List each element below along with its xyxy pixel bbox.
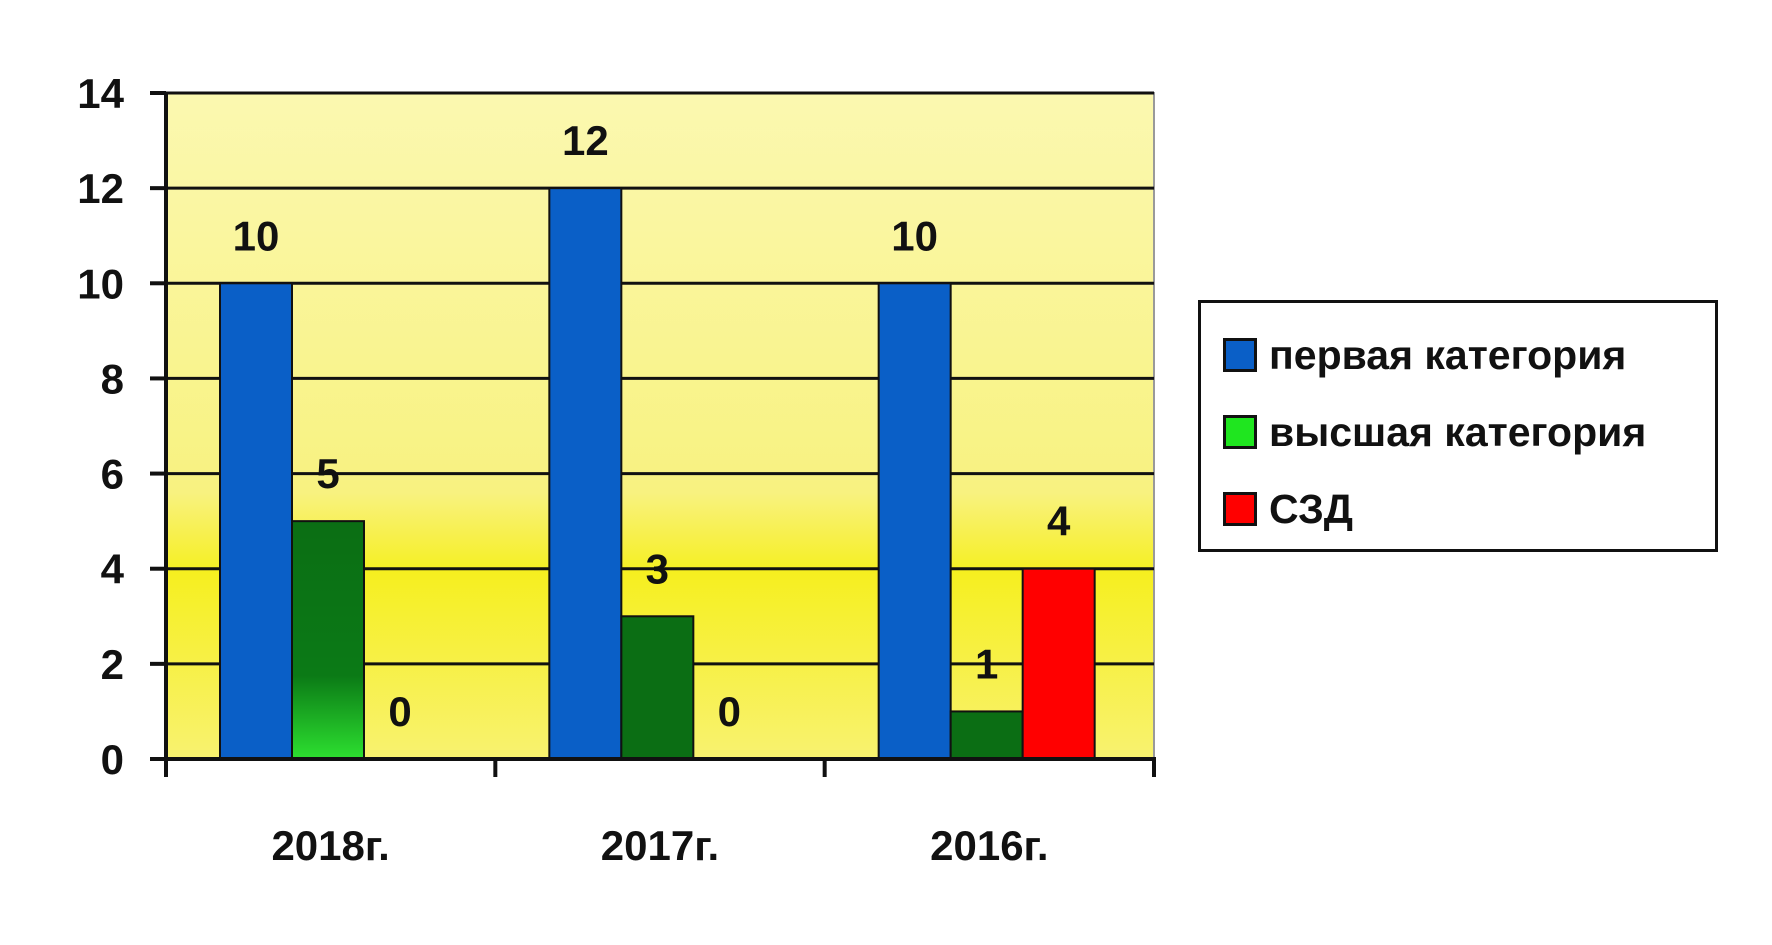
- bar-series-0-0: [219, 282, 293, 760]
- bar-series-0-1: [548, 187, 623, 760]
- legend-item-first-category: первая категория: [1223, 331, 1627, 378]
- data-label: 0: [718, 688, 741, 735]
- bar-series-1-0: [291, 520, 365, 761]
- data-label: 3: [646, 545, 669, 592]
- data-label: 0: [388, 688, 411, 735]
- bar-series-1-1: [620, 615, 695, 760]
- data-label: 10: [233, 212, 280, 259]
- legend-swatch-first-category: [1223, 338, 1257, 372]
- y-tick-label: 8: [101, 355, 124, 402]
- legend-label-first-category: первая категория: [1269, 331, 1627, 378]
- y-tick-label: 4: [101, 546, 125, 593]
- x-category-label: 2016г.: [930, 822, 1048, 869]
- axes: [150, 91, 1156, 777]
- bars: [219, 187, 1096, 761]
- y-tick-label: 10: [77, 260, 124, 307]
- legend-swatch-szd: [1223, 492, 1257, 526]
- x-category-label: 2017г.: [601, 822, 719, 869]
- legend-label-highest-category: высшая категория: [1269, 408, 1647, 455]
- bar-series-0-2: [877, 282, 952, 760]
- x-category-label: 2018г.: [271, 822, 389, 869]
- y-tick-label: 12: [77, 165, 124, 212]
- bar-series-1-2: [949, 710, 1024, 761]
- data-label: 4: [1047, 498, 1071, 545]
- legend-item-highest-category: высшая категория: [1223, 408, 1647, 455]
- data-label: 12: [562, 117, 609, 164]
- y-tick-label: 6: [101, 451, 124, 498]
- legend-label-szd: СЗД: [1269, 485, 1353, 532]
- y-tick-label: 14: [77, 70, 124, 117]
- data-label: 1: [975, 640, 998, 687]
- data-label: 10: [891, 212, 938, 259]
- legend-swatch-highest-category: [1223, 415, 1257, 449]
- legend: первая категория высшая категория СЗД: [1198, 300, 1718, 552]
- bar-series-2-2: [1021, 567, 1096, 761]
- data-label: 5: [316, 450, 339, 497]
- y-tick-label: 0: [101, 736, 124, 783]
- legend-item-szd: СЗД: [1223, 485, 1353, 532]
- y-tick-label: 2: [101, 641, 124, 688]
